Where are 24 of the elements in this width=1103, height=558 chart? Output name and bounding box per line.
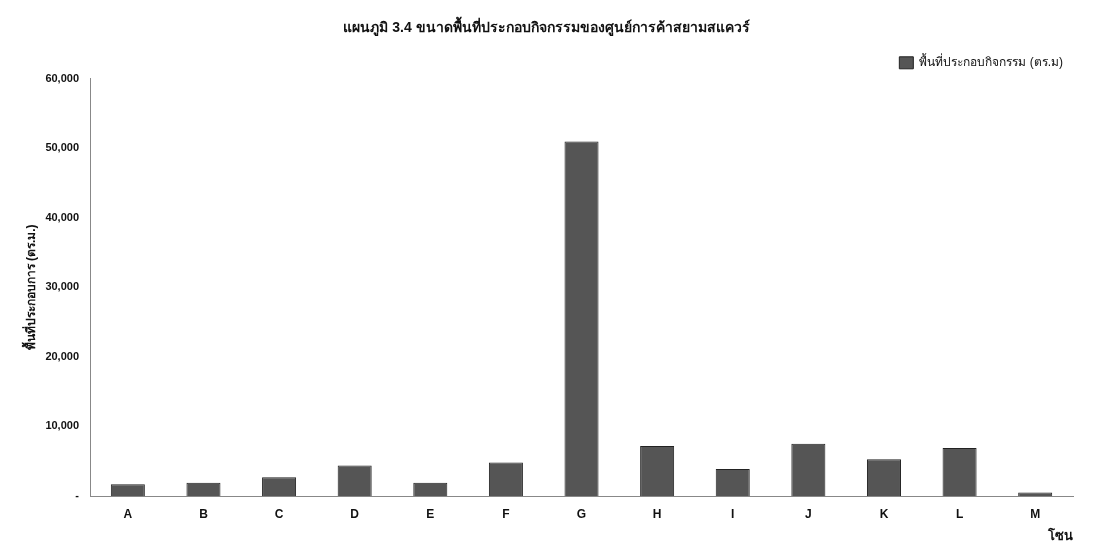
y-axis-title: พื้นที่ประกอบการ (ตร.ม.) [20,224,38,351]
x-tick-label: D [350,506,360,521]
y-tick-label: 10,000 [45,419,80,432]
x-tick-label: M [1030,506,1041,521]
x-tick-label: E [426,506,435,521]
chart-title: แผนภูมิ 3.4 ขนาดพื้นที่ประกอบกิจกรรมของศูนย์การค้าสยามสแควร์ [343,16,750,37]
x-tick-label: I [731,506,735,521]
x-tick-label: K [879,506,889,521]
legend-label: พื้นที่ประกอบกิจกรรม (ตร.ม) [919,53,1064,70]
x-tick-label: J [805,506,812,521]
x-tick-label: H [652,506,662,521]
x-tick-label: F [502,506,510,521]
y-tick-label: 40,000 [45,210,80,223]
x-tick-label: A [123,506,133,521]
x-tick-label: G [576,506,587,521]
x-tick-label: B [199,506,209,521]
y-tick-label: 20,000 [45,349,80,362]
x-tick-label: C [274,506,284,521]
y-tick-label: 30,000 [45,280,80,293]
x-axis-title: โซน [1047,526,1073,543]
y-tick-label: - [75,489,80,502]
y-tick-label: 60,000 [45,71,80,84]
y-tick-label: 50,000 [45,141,80,154]
x-tick-label: L [955,506,964,521]
